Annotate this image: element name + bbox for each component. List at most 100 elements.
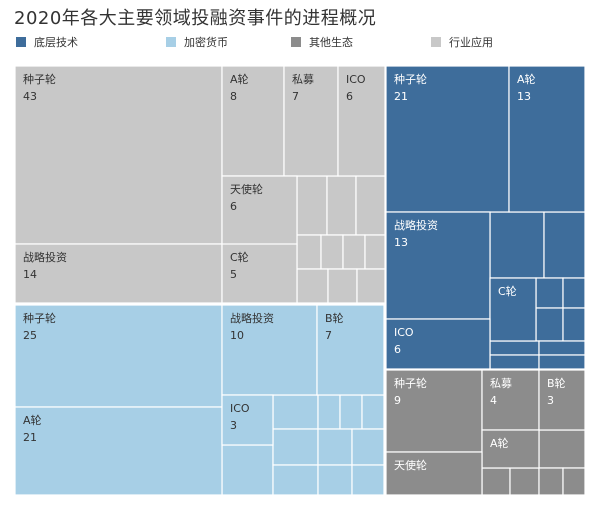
cell-label: 私募	[490, 377, 512, 390]
treemap-subcell	[538, 354, 586, 370]
treemap-subcell	[272, 464, 319, 496]
cell-label: C轮	[230, 250, 249, 264]
legend-item: 行业应用	[431, 35, 493, 49]
treemap-subcell	[543, 211, 586, 279]
treemap-subcell	[361, 394, 385, 430]
treemap-subcell	[489, 354, 540, 370]
cell-label: 战略投资	[394, 218, 438, 232]
cell-value: 3	[230, 419, 237, 432]
cell-label: 天使轮	[230, 182, 263, 196]
treemap-cell	[489, 277, 537, 342]
treemap-cell	[14, 304, 223, 408]
treemap-subcell	[489, 340, 540, 356]
legend-item: 加密货币	[166, 35, 228, 49]
cell-value: 9	[394, 394, 401, 407]
treemap-subcell	[327, 268, 358, 304]
cell-value: 3	[547, 394, 554, 407]
treemap-cell	[385, 451, 483, 496]
treemap-cell	[14, 406, 223, 496]
legend-item: 其他生态	[291, 35, 353, 49]
cell-label: ICO	[394, 326, 414, 339]
treemap-subcell	[296, 268, 329, 304]
cell-label: 种子轮	[23, 311, 56, 325]
cell-label: A轮	[230, 72, 249, 86]
treemap-subcell	[535, 307, 564, 342]
treemap-subcell	[221, 444, 274, 496]
treemap-cell	[14, 65, 223, 245]
treemap-subcell	[317, 428, 353, 466]
treemap-cell	[337, 65, 386, 177]
cell-value: 4	[490, 394, 497, 407]
cell-label: 战略投资	[230, 311, 274, 325]
treemap-cell	[316, 304, 385, 396]
treemap-cell	[481, 429, 540, 469]
cell-value: 14	[23, 268, 37, 281]
chart-title: 2020年各大主要领域投融资事件的进程概况	[14, 8, 377, 29]
treemap-cell	[385, 65, 510, 213]
treemap-subcell	[538, 467, 564, 496]
treemap-subcell	[562, 467, 586, 496]
cell-label: B轮	[547, 376, 566, 390]
treemap-cell	[385, 211, 491, 320]
treemap-subcell	[326, 175, 357, 236]
treemap-subcell	[364, 234, 386, 270]
cell-value: 25	[23, 329, 37, 342]
cell-value: 6	[230, 200, 237, 213]
treemap-subcell	[351, 428, 385, 466]
treemap-subcell	[296, 175, 328, 236]
legend-swatch	[16, 37, 26, 47]
cell-value: 5	[230, 268, 237, 281]
treemap-cell	[221, 394, 274, 446]
treemap-subcell	[538, 429, 586, 469]
treemap-subcell	[272, 428, 319, 466]
treemap-cell	[538, 369, 586, 431]
legend-label: 加密货币	[184, 36, 228, 49]
treemap-subcell	[272, 394, 319, 430]
treemap-subcell	[509, 467, 540, 496]
cell-value: 10	[230, 329, 244, 342]
cell-label: 种子轮	[394, 72, 427, 86]
cell-label: 天使轮	[394, 458, 427, 472]
cell-label: 战略投资	[23, 250, 67, 264]
cell-value: 21	[394, 90, 408, 103]
treemap-subcell	[355, 175, 386, 236]
cell-label: ICO	[346, 73, 366, 86]
cell-label: 私募	[292, 73, 314, 86]
cell-label: A轮	[517, 72, 536, 86]
cell-label: B轮	[325, 311, 344, 325]
cell-label: C轮	[498, 284, 517, 298]
treemap-subcell	[562, 307, 586, 342]
treemap-cell	[508, 65, 586, 213]
cell-value: 6	[346, 90, 353, 103]
treemap-subcell	[351, 464, 385, 496]
treemap-subcell	[481, 467, 511, 496]
legend-swatch	[166, 37, 176, 47]
cell-label: A轮	[23, 413, 42, 427]
cell-value: 13	[517, 90, 531, 103]
cell-value: 43	[23, 90, 37, 103]
treemap-subcell	[538, 340, 586, 356]
legend-swatch	[291, 37, 301, 47]
treemap-subcell	[339, 394, 363, 430]
treemap-subcell	[535, 277, 564, 309]
cell-label: 种子轮	[394, 376, 427, 390]
legend-swatch	[431, 37, 441, 47]
treemap-cell	[14, 243, 223, 304]
legend: 底层技术 加密货币 其他生态 行业应用	[16, 35, 596, 49]
legend-label: 其他生态	[309, 36, 353, 49]
legend-item: 底层技术	[16, 35, 78, 49]
treemap-cell	[221, 175, 298, 246]
legend-label: 底层技术	[34, 36, 78, 49]
treemap-subcell	[296, 234, 322, 270]
cell-value: 8	[230, 90, 237, 103]
treemap-subcell	[317, 394, 341, 430]
legend-label: 行业应用	[449, 36, 493, 49]
treemap-subcell	[489, 211, 545, 279]
cell-value: 21	[23, 431, 37, 444]
treemap-subcell	[562, 277, 586, 309]
treemap-subcell	[356, 268, 386, 304]
treemap-subcell	[317, 464, 353, 496]
cell-value: 6	[394, 343, 401, 356]
cell-label: A轮	[490, 436, 509, 450]
